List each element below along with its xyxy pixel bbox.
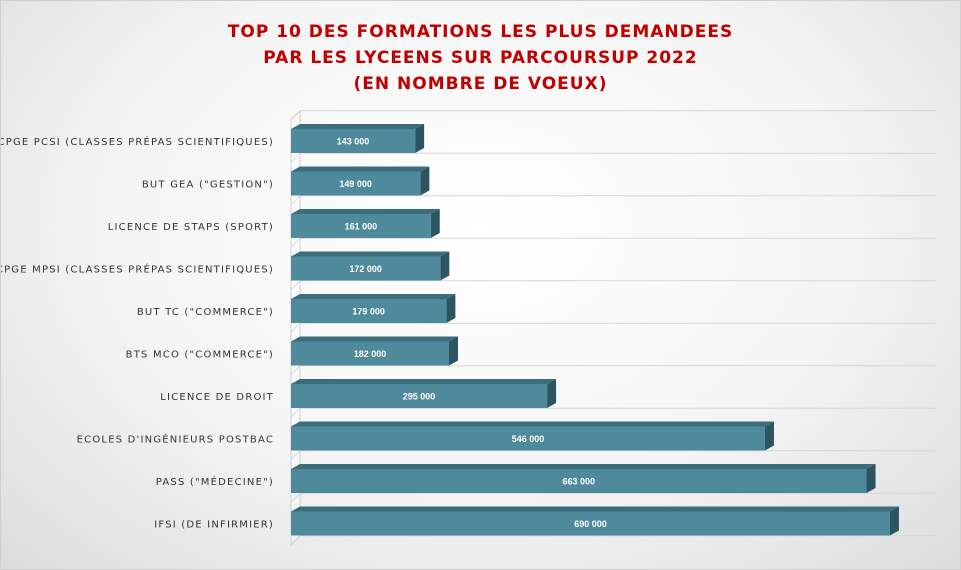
gridline-depth xyxy=(290,195,301,206)
bar xyxy=(291,341,449,366)
bar xyxy=(291,214,431,238)
data-label: 663 000 xyxy=(562,477,595,487)
bar-top xyxy=(291,464,876,469)
bar-group: 161 000 xyxy=(291,209,440,238)
bar-side xyxy=(547,379,557,408)
gridline-depth xyxy=(290,280,301,291)
gridline-depth xyxy=(290,407,301,418)
gridline-depth xyxy=(290,152,301,163)
bar-side xyxy=(866,464,876,493)
data-label: 149 000 xyxy=(339,179,372,189)
bar-side xyxy=(889,506,899,536)
bar-top xyxy=(291,294,456,299)
bar-top xyxy=(291,506,899,512)
category-label: CPGE PCSI (CLASSES PRÉPAS SCIENTIFIQUES) xyxy=(1,135,274,148)
bar-top xyxy=(291,166,430,172)
bar-side xyxy=(448,336,458,366)
bar-top xyxy=(291,421,774,427)
gridline-depth xyxy=(290,450,301,461)
data-label: 161 000 xyxy=(345,222,378,232)
bar-top xyxy=(291,379,557,384)
gridline-depth xyxy=(290,237,301,248)
gridline-depth xyxy=(290,322,301,333)
chart-title-line-2: PAR LES LYCEENS SUR PARCOURSUP 2022 xyxy=(263,48,698,68)
bar-side xyxy=(420,166,430,196)
bar xyxy=(291,256,441,281)
bar xyxy=(291,511,890,536)
bar xyxy=(291,171,421,196)
category-label: CPGE MPSI (CLASSES PRÉPAS SCIENTIFIQUES) xyxy=(1,263,274,276)
bar-group: 182 000 xyxy=(291,336,458,366)
chart-title-line-1: TOP 10 DES FORMATIONS LES PLUS DEMANDEES xyxy=(227,22,734,42)
bar-group: 179 000 xyxy=(291,294,456,323)
bar-side xyxy=(440,251,450,281)
bar-top xyxy=(291,251,450,257)
bar-group: 546 000 xyxy=(291,421,774,451)
data-label: 172 000 xyxy=(349,264,382,274)
chart-title: TOP 10 DES FORMATIONS LES PLUS DEMANDEES… xyxy=(1,19,960,97)
bar-top xyxy=(291,124,425,129)
data-label: 179 000 xyxy=(352,307,385,317)
bar-group: 143 000 xyxy=(291,124,425,153)
bar xyxy=(291,384,548,408)
data-label: 690 000 xyxy=(574,519,607,529)
data-label: 295 000 xyxy=(403,392,436,402)
data-label: 182 000 xyxy=(354,349,387,359)
gridline-depth xyxy=(290,492,301,503)
bar-side xyxy=(446,294,456,323)
chart-title-line-3: (EN NOMBRE DE VOEUX) xyxy=(353,74,608,94)
category-label: BUT TC ("COMMERCE") xyxy=(137,307,274,318)
category-label: LICENCE DE STAPS (SPORT) xyxy=(108,222,274,233)
bar-side xyxy=(764,421,774,451)
category-label: IFSI (DE INFIRMIER) xyxy=(154,520,274,531)
bar xyxy=(291,299,447,323)
gridline-depth xyxy=(290,365,301,376)
bar-group: 172 000 xyxy=(291,251,450,281)
data-label: 143 000 xyxy=(337,137,370,147)
category-label: BTS MCO ("COMMERCE") xyxy=(126,350,274,361)
bar-side xyxy=(415,124,425,153)
data-label: 546 000 xyxy=(512,434,545,444)
bar-group: 149 000 xyxy=(291,166,430,196)
bar-top xyxy=(291,209,440,214)
bar-side xyxy=(430,209,440,238)
gridlines xyxy=(290,109,936,546)
category-label: LICENCE DE DROIT xyxy=(160,392,274,403)
category-label: ECOLES D'INGÉNIEURS POSTBAC xyxy=(77,433,274,446)
bar-group: 663 000 xyxy=(291,464,876,493)
category-label: BUT GEA ("GESTION") xyxy=(142,180,274,191)
bar xyxy=(291,469,867,493)
bar-group: 295 000 xyxy=(291,379,557,408)
bar xyxy=(291,426,765,451)
bar-top xyxy=(291,336,458,342)
bar-group: 690 000 xyxy=(291,506,899,536)
bar xyxy=(291,129,416,153)
category-label: PASS ("MÉDECINE") xyxy=(156,475,274,488)
